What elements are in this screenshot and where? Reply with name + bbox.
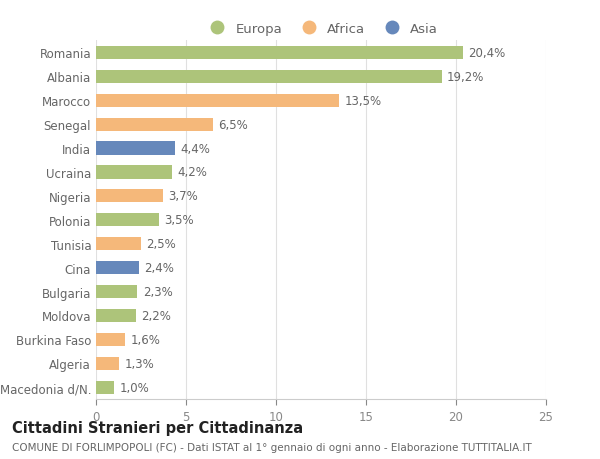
Text: 19,2%: 19,2% (447, 71, 484, 84)
Text: 2,4%: 2,4% (145, 262, 175, 274)
Text: 20,4%: 20,4% (469, 47, 506, 60)
Bar (96, 142, 175, 155)
Bar (96, 166, 172, 179)
Text: 4,2%: 4,2% (177, 166, 207, 179)
Bar (96, 309, 136, 322)
Text: Cittadini Stranieri per Cittadinanza: Cittadini Stranieri per Cittadinanza (12, 420, 303, 435)
Bar (96, 71, 442, 84)
Bar (96, 214, 159, 227)
Text: 6,5%: 6,5% (218, 118, 248, 131)
Legend: Europa, Africa, Asia: Europa, Africa, Asia (199, 17, 443, 41)
Bar (96, 118, 213, 131)
Text: 1,0%: 1,0% (119, 381, 149, 394)
Text: 1,3%: 1,3% (125, 357, 155, 370)
Text: 13,5%: 13,5% (344, 95, 382, 107)
Bar (96, 47, 463, 60)
Bar (96, 381, 114, 394)
Bar (96, 95, 339, 107)
Text: 2,5%: 2,5% (146, 238, 176, 251)
Bar (96, 238, 141, 251)
Text: 3,7%: 3,7% (168, 190, 198, 203)
Bar (96, 333, 125, 346)
Bar (96, 262, 139, 274)
Bar (96, 357, 119, 370)
Text: 2,3%: 2,3% (143, 285, 173, 298)
Text: 2,2%: 2,2% (141, 309, 171, 322)
Bar (96, 285, 137, 298)
Text: 3,5%: 3,5% (164, 214, 194, 227)
Text: 4,4%: 4,4% (181, 142, 211, 155)
Bar (96, 190, 163, 203)
Text: COMUNE DI FORLIMPOPOLI (FC) - Dati ISTAT al 1° gennaio di ogni anno - Elaborazio: COMUNE DI FORLIMPOPOLI (FC) - Dati ISTAT… (12, 442, 532, 452)
Text: 1,6%: 1,6% (130, 333, 160, 346)
